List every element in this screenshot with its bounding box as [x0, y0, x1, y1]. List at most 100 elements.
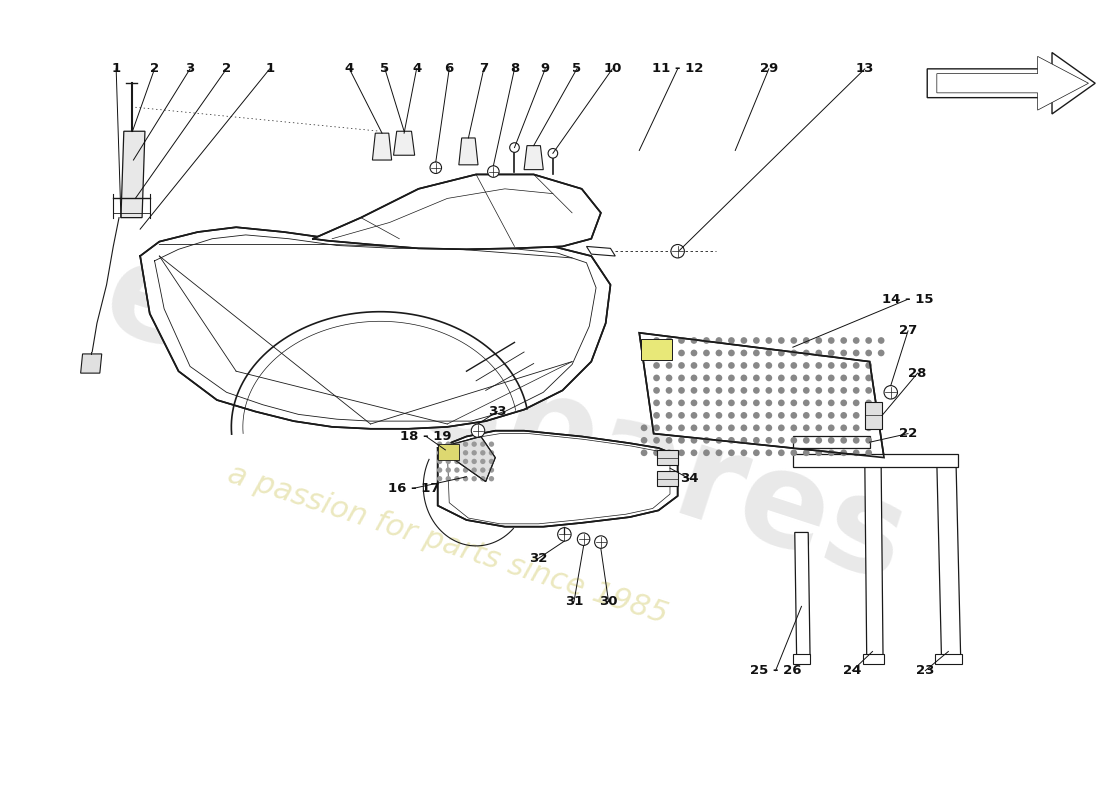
Circle shape: [728, 399, 735, 406]
Circle shape: [678, 374, 685, 382]
Circle shape: [791, 412, 798, 418]
Polygon shape: [586, 246, 615, 256]
Text: 28: 28: [909, 366, 927, 380]
Text: 6: 6: [444, 62, 454, 75]
Circle shape: [666, 387, 672, 394]
Polygon shape: [373, 133, 392, 160]
Circle shape: [815, 399, 822, 406]
Circle shape: [691, 362, 697, 369]
Polygon shape: [459, 138, 478, 165]
Circle shape: [691, 412, 697, 418]
Circle shape: [754, 362, 760, 369]
Circle shape: [828, 350, 835, 356]
Circle shape: [437, 442, 442, 447]
Circle shape: [472, 476, 477, 482]
Circle shape: [454, 458, 460, 464]
Circle shape: [840, 362, 847, 369]
Circle shape: [653, 425, 660, 431]
Circle shape: [678, 387, 685, 394]
Circle shape: [791, 399, 798, 406]
Circle shape: [691, 425, 697, 431]
Circle shape: [828, 425, 835, 431]
Circle shape: [791, 374, 798, 382]
Circle shape: [815, 412, 822, 418]
Circle shape: [653, 337, 660, 344]
Polygon shape: [438, 430, 678, 526]
Circle shape: [866, 362, 872, 369]
Polygon shape: [927, 53, 1096, 114]
Circle shape: [454, 450, 460, 455]
Circle shape: [666, 374, 672, 382]
Circle shape: [463, 476, 469, 482]
Circle shape: [653, 412, 660, 418]
Circle shape: [740, 450, 747, 456]
Circle shape: [691, 374, 697, 382]
Circle shape: [703, 387, 710, 394]
Circle shape: [454, 476, 460, 482]
Circle shape: [828, 450, 835, 456]
Circle shape: [740, 362, 747, 369]
Circle shape: [840, 387, 847, 394]
Circle shape: [480, 476, 485, 482]
Polygon shape: [121, 131, 145, 218]
Bar: [793, 437, 870, 448]
Circle shape: [716, 387, 723, 394]
Circle shape: [678, 362, 685, 369]
Text: 11 - 12: 11 - 12: [652, 62, 703, 75]
Circle shape: [803, 337, 810, 344]
Circle shape: [815, 374, 822, 382]
Circle shape: [463, 467, 469, 473]
Circle shape: [703, 437, 710, 444]
Circle shape: [778, 450, 784, 456]
Circle shape: [640, 425, 648, 431]
Circle shape: [666, 437, 672, 444]
Circle shape: [791, 362, 798, 369]
Circle shape: [653, 399, 660, 406]
Circle shape: [791, 437, 798, 444]
Circle shape: [703, 374, 710, 382]
Circle shape: [740, 399, 747, 406]
Circle shape: [840, 399, 847, 406]
Circle shape: [653, 450, 660, 456]
Circle shape: [472, 458, 477, 464]
Circle shape: [840, 412, 847, 418]
Circle shape: [463, 450, 469, 455]
Circle shape: [653, 387, 660, 394]
Circle shape: [666, 350, 672, 356]
Circle shape: [463, 458, 469, 464]
Text: 2: 2: [222, 62, 231, 75]
Circle shape: [666, 425, 672, 431]
Circle shape: [852, 362, 859, 369]
Circle shape: [815, 387, 822, 394]
Circle shape: [828, 362, 835, 369]
Circle shape: [754, 374, 760, 382]
Circle shape: [691, 450, 697, 456]
Circle shape: [815, 337, 822, 344]
Circle shape: [852, 450, 859, 456]
Text: 18 - 19: 18 - 19: [400, 430, 452, 443]
Circle shape: [803, 450, 810, 456]
Circle shape: [454, 467, 460, 473]
Circle shape: [803, 387, 810, 394]
Circle shape: [803, 350, 810, 356]
Text: 4: 4: [412, 62, 421, 75]
Circle shape: [803, 412, 810, 418]
Circle shape: [671, 245, 684, 258]
Circle shape: [766, 362, 772, 369]
Text: 24: 24: [844, 664, 861, 677]
Circle shape: [480, 467, 485, 473]
Circle shape: [852, 350, 859, 356]
Circle shape: [754, 350, 760, 356]
Circle shape: [803, 374, 810, 382]
Circle shape: [488, 442, 494, 447]
Circle shape: [703, 337, 710, 344]
Bar: [438, 444, 459, 459]
Circle shape: [791, 425, 798, 431]
Circle shape: [678, 412, 685, 418]
Circle shape: [703, 425, 710, 431]
Text: 23: 23: [916, 664, 935, 677]
Text: 8: 8: [510, 62, 519, 75]
Circle shape: [703, 412, 710, 418]
Circle shape: [866, 374, 872, 382]
Text: 16 - 17: 16 - 17: [388, 482, 440, 495]
